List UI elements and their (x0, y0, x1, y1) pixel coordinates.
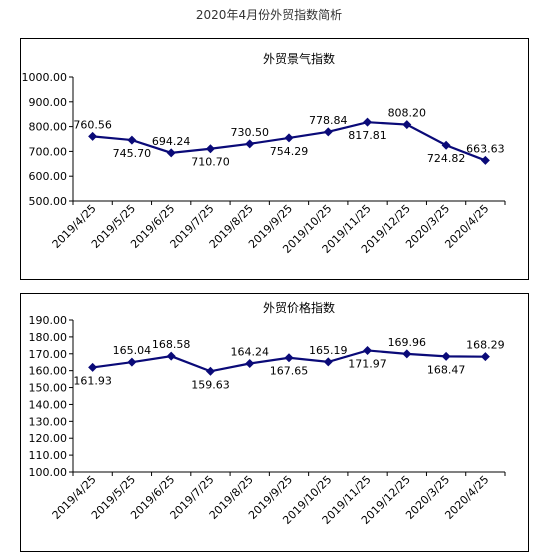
data-label: 168.29 (466, 339, 505, 352)
data-point (441, 351, 451, 361)
data-point (205, 366, 215, 376)
y-tick-label: 120.00 (29, 432, 68, 445)
y-tick-label: 170.00 (29, 348, 68, 361)
y-tick-label: 110.00 (29, 449, 68, 462)
y-tick-label: 100.00 (29, 466, 68, 479)
data-point (402, 349, 412, 359)
data-point (166, 148, 176, 158)
data-point (88, 362, 98, 372)
data-point (480, 155, 490, 165)
data-label: 710.70 (191, 156, 230, 169)
data-point (480, 352, 490, 362)
trade-price-chart: 外贸价格指数 100.00 110.00 120.00 130.00 140.00 150.… (29, 300, 506, 527)
y-tick-label: 700.00 (29, 145, 68, 158)
y-tick-label: 150.00 (29, 382, 68, 395)
data-label: 164.24 (230, 346, 269, 359)
data-label: 730.50 (230, 126, 269, 139)
y-tick-label: 1000.00 (22, 71, 68, 84)
trade-climate-chart: 外贸景气指数 500.00 600.00 700.00 800.00 900.00 1000… (22, 51, 506, 256)
data-label: 161.93 (73, 374, 112, 387)
y-tick-label: 900.00 (29, 96, 68, 109)
data-label: 694.24 (152, 135, 191, 148)
data-label: 165.19 (309, 344, 348, 357)
data-label: 165.04 (113, 344, 152, 357)
data-point (245, 139, 255, 149)
data-point (245, 359, 255, 369)
data-point (284, 353, 294, 363)
data-point (441, 140, 451, 150)
data-label: 724.82 (427, 152, 466, 165)
data-point (166, 351, 176, 361)
chart-title: 外贸价格指数 (263, 300, 335, 315)
data-point (127, 135, 137, 145)
data-label: 168.58 (152, 338, 191, 351)
data-point (363, 345, 373, 355)
chart-title: 外贸景气指数 (263, 51, 335, 66)
data-label: 168.47 (427, 363, 466, 376)
data-point (323, 127, 333, 137)
y-tick-label: 190.00 (29, 314, 68, 327)
data-point (127, 357, 137, 367)
data-label: 745.70 (113, 147, 152, 160)
data-label: 171.97 (348, 357, 387, 370)
chart-panel-trade-price: 外贸价格指数 100.00 110.00 120.00 130.00 140.00 150.… (20, 293, 529, 552)
data-label: 817.81 (348, 129, 387, 142)
data-point (363, 117, 373, 127)
data-label: 167.65 (270, 365, 309, 378)
data-label: 159.63 (191, 378, 230, 391)
page-title: 2020年4月份外贸指数简析 (195, 8, 343, 22)
data-label: 778.84 (309, 114, 348, 127)
data-point (284, 133, 294, 143)
y-tick-label: 140.00 (29, 398, 68, 411)
data-label: 808.20 (388, 107, 427, 120)
y-tick-label: 160.00 (29, 365, 68, 378)
data-point (402, 120, 412, 130)
data-point (88, 131, 98, 141)
data-point (323, 357, 333, 367)
chart-panel-trade-climate: 外贸景气指数 500.00 600.00 700.00 800.00 900.00 1000… (20, 38, 529, 280)
data-point (205, 144, 215, 154)
data-label: 663.63 (466, 142, 505, 155)
data-label: 760.56 (73, 118, 112, 131)
y-tick-label: 130.00 (29, 415, 68, 428)
y-tick-label: 500.00 (29, 195, 68, 208)
y-tick-label: 180.00 (29, 331, 68, 344)
y-tick-label: 600.00 (29, 170, 68, 183)
y-tick-label: 800.00 (29, 121, 68, 134)
data-label: 754.29 (270, 145, 309, 158)
data-label: 169.96 (388, 336, 427, 349)
